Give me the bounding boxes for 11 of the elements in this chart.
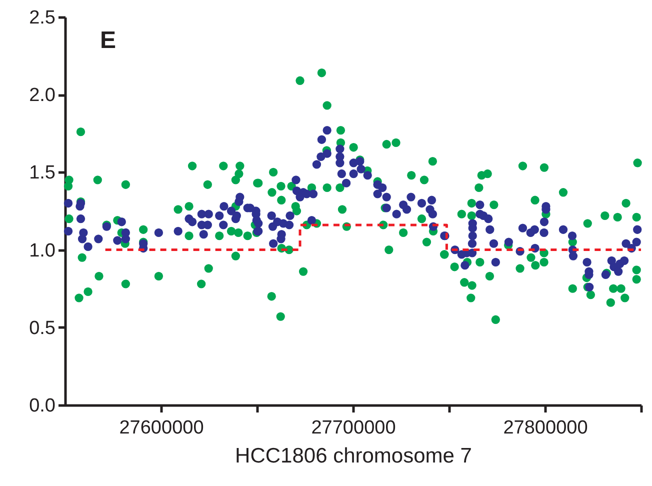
y-tick-label: 1.5 [29,162,56,184]
x-tick-label: 27600000 [119,418,204,438]
y-tick-label: 2.5 [29,8,56,28]
y-tick-label: 0.0 [29,396,56,416]
x-tick-label: 27700000 [311,418,396,438]
x-axis-title: HCC1806 chromosome 7 [235,444,472,468]
y-tick-label: 1.0 [29,240,56,262]
x-tick-label: 27800000 [503,418,588,438]
y-tick-label: 0.5 [29,318,56,339]
y-tick-label: 2.0 [29,85,56,106]
annotation: E [100,27,116,54]
